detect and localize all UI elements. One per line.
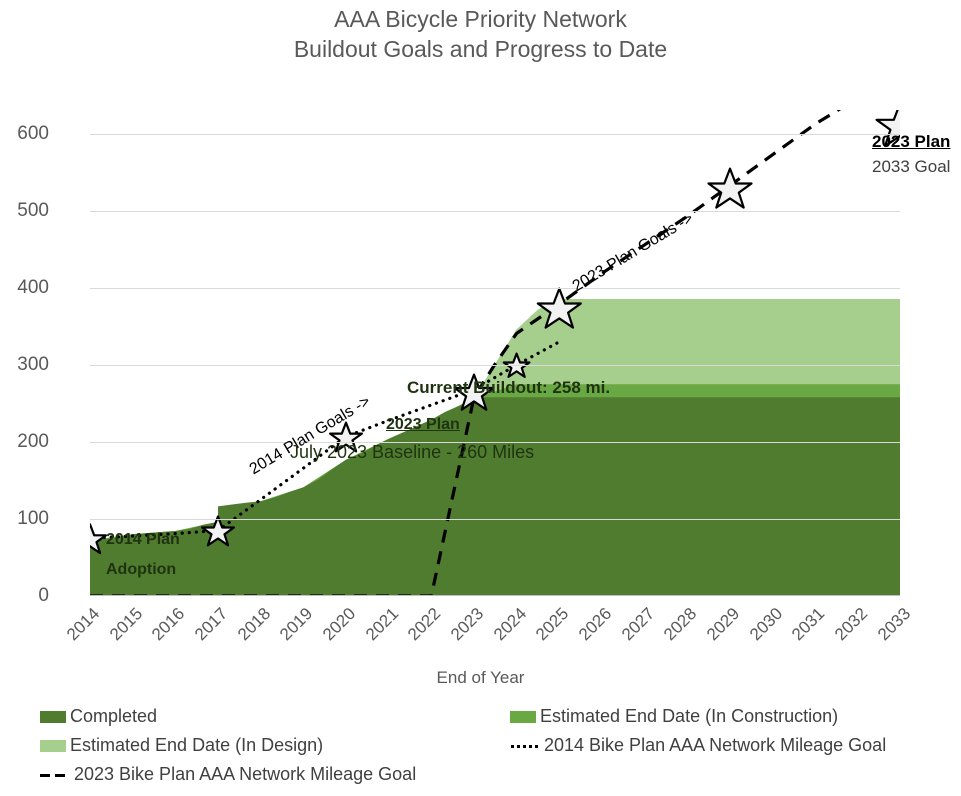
x-tick-2023: 2023 xyxy=(447,604,488,645)
legend-label-completed: Completed xyxy=(70,706,158,726)
chart-legend: Completed Estimated End Date (In Constru… xyxy=(40,706,940,793)
gridline-500 xyxy=(90,211,900,212)
x-tick-2028: 2028 xyxy=(660,604,701,645)
legend-swatch-in-design-icon xyxy=(40,739,66,752)
legend-item-in-construction[interactable]: Estimated End Date (In Construction) xyxy=(510,706,838,727)
legend-dashed-line-icon xyxy=(40,769,70,781)
annotation-2033-goal-sub: 2033 Goal xyxy=(872,157,951,176)
x-tick-2029: 2029 xyxy=(703,604,744,645)
legend-item-goal-2023[interactable]: 2023 Bike Plan AAA Network Mileage Goal xyxy=(40,764,510,785)
gridline-400 xyxy=(90,288,900,289)
legend-row-2: Estimated End Date (In Design) 2014 Bike… xyxy=(40,735,940,756)
x-tick-2030: 2030 xyxy=(746,604,787,645)
annotation-2033-goal-title: 2023 Plan xyxy=(872,132,951,151)
star-marker-2033 xyxy=(875,110,900,148)
legend-row-3: 2023 Bike Plan AAA Network Mileage Goal xyxy=(40,764,940,785)
annotation-2014-plan-adoption-line1: 2014 Plan xyxy=(106,531,180,548)
star-marker-2026 xyxy=(536,287,582,329)
star-marker-2020 xyxy=(329,421,363,453)
gridline-200 xyxy=(90,442,900,443)
legend-item-goal-2014[interactable]: 2014 Bike Plan AAA Network Mileage Goal xyxy=(510,735,886,756)
star-marker-2014 xyxy=(90,523,107,555)
legend-label-goal-2014: 2014 Bike Plan AAA Network Mileage Goal xyxy=(544,735,887,755)
legend-swatch-completed-icon xyxy=(40,710,66,723)
x-tick-2033: 2033 xyxy=(874,604,915,645)
annotation-2014-plan-adoption-line2: Adoption xyxy=(106,561,177,578)
x-tick-2015: 2015 xyxy=(106,604,147,645)
gridline-300 xyxy=(90,365,900,366)
x-tick-2018: 2018 xyxy=(234,604,275,645)
chart-title: AAA Bicycle Priority Network Buildout Go… xyxy=(0,4,961,64)
x-tick-2017: 2017 xyxy=(191,604,232,645)
chart-title-line-1: AAA Bicycle Priority Network xyxy=(334,6,627,32)
star-marker-2029 xyxy=(707,167,753,209)
x-axis-label: End of Year xyxy=(436,668,525,687)
annotation-current-buildout: Current Buildout: 258 mi. xyxy=(407,378,611,397)
plot-area: 2014 Plan Adoption 2014 Plan Goals -> 20… xyxy=(90,110,900,596)
legend-label-in-design: Estimated End Date (In Design) xyxy=(70,735,324,755)
marker-star-group xyxy=(90,110,900,555)
legend-label-goal-2023: 2023 Bike Plan AAA Network Mileage Goal xyxy=(74,764,417,784)
legend-row-1: Completed Estimated End Date (In Constru… xyxy=(40,706,940,727)
x-tick-2032: 2032 xyxy=(831,604,872,645)
x-tick-2026: 2026 xyxy=(575,604,616,645)
x-tick-2024: 2024 xyxy=(490,604,531,645)
star-marker-2017 xyxy=(200,515,235,547)
gridline-600 xyxy=(90,134,900,135)
x-tick-2027: 2027 xyxy=(618,604,659,645)
annotation-2023-plan-baseline-sub: July 2023 Baseline - 260 Miles xyxy=(290,442,535,462)
x-tick-2031: 2031 xyxy=(788,604,829,645)
legend-label-in-construction: Estimated End Date (In Construction) xyxy=(540,706,839,726)
x-tick-2021: 2021 xyxy=(362,604,403,645)
x-tick-2025: 2025 xyxy=(532,604,573,645)
gridline-100 xyxy=(90,519,900,520)
chart-title-line-2: Buildout Goals and Progress to Date xyxy=(293,36,668,62)
legend-swatch-in-construction-icon xyxy=(510,710,536,723)
y-tick-400: 400 xyxy=(17,277,49,298)
x-tick-2019: 2019 xyxy=(276,604,317,645)
y-tick-200: 200 xyxy=(17,431,49,452)
chart-series-svg xyxy=(90,110,900,596)
y-tick-0: 0 xyxy=(38,585,49,606)
x-tick-2014: 2014 xyxy=(63,604,104,645)
y-tick-500: 500 xyxy=(17,200,49,221)
series-area-completed xyxy=(90,397,900,596)
legend-dotted-line-icon xyxy=(510,740,540,752)
y-tick-300: 300 xyxy=(17,354,49,375)
y-tick-100: 100 xyxy=(17,508,49,529)
x-tick-2022: 2022 xyxy=(404,604,445,645)
annotation-2023-plan-baseline-title: 2023 Plan xyxy=(386,416,460,433)
x-tick-2016: 2016 xyxy=(148,604,189,645)
legend-item-in-design[interactable]: Estimated End Date (In Design) xyxy=(40,735,510,756)
x-tick-2020: 2020 xyxy=(319,604,360,645)
star-marker-2023 xyxy=(453,373,495,411)
x-axis-line xyxy=(90,595,900,596)
legend-item-completed[interactable]: Completed xyxy=(40,706,510,727)
y-tick-600: 600 xyxy=(17,123,49,144)
